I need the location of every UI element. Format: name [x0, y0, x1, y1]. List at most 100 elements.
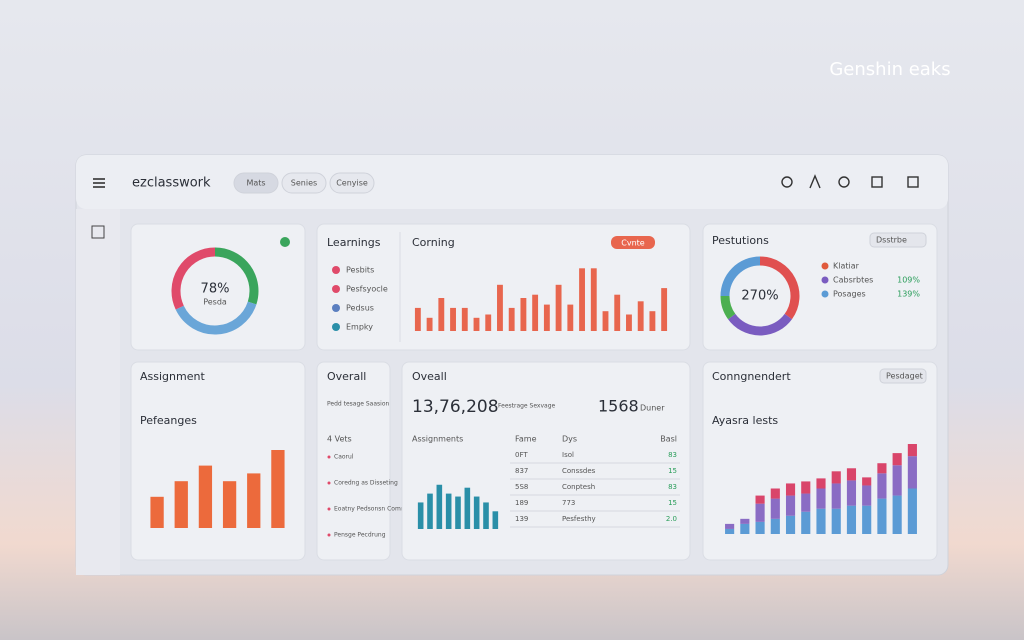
bar: [543, 304, 550, 331]
table-cell: 5S8: [515, 483, 528, 491]
bar: [436, 484, 443, 529]
table-cell: 15: [668, 467, 677, 475]
table-cell: 189: [515, 499, 528, 507]
chart-title: Pefeanges: [140, 414, 197, 427]
chart-title: Assignments: [412, 435, 463, 444]
stacked-bar: [862, 477, 872, 486]
search-icon[interactable]: [838, 176, 850, 188]
donut-segment: [720, 295, 736, 320]
stacked-bar: [907, 444, 917, 457]
legend-label: Pesbits: [346, 266, 374, 275]
tab-label: Cenyise: [336, 179, 368, 188]
list-item: Eoatny Pedsonsn Commestary: [334, 506, 426, 513]
bullet: [327, 455, 331, 459]
stacked-bar: [877, 498, 887, 534]
menu-icon[interactable]: [93, 178, 105, 188]
bar: [661, 288, 668, 331]
bar: [461, 307, 468, 331]
stacked-bar: [831, 471, 841, 484]
panel-title: Pestutions: [712, 234, 769, 247]
bar: [602, 311, 609, 331]
button-label: Cvnte: [621, 239, 645, 248]
tab[interactable]: [233, 172, 279, 194]
list-item: Coredng as Disseting: [334, 480, 398, 487]
chart-title: Ayasra lests: [712, 414, 778, 427]
stacked-bar: [816, 508, 826, 534]
table-header: Basl: [660, 435, 677, 444]
bar: [464, 487, 471, 529]
font-icon[interactable]: [809, 174, 821, 189]
bullet: [327, 533, 331, 537]
list-item: Pensge Pecdrung: [334, 532, 386, 539]
panel-title: Learnings: [327, 236, 381, 249]
bar: [455, 496, 461, 529]
stacked-bar: [846, 468, 857, 481]
sidebar-icon[interactable]: [91, 225, 105, 239]
donut-segment: [171, 247, 216, 310]
panel: [401, 361, 691, 561]
header: [76, 155, 948, 209]
tab[interactable]: [329, 172, 375, 194]
bar: [222, 481, 237, 528]
bar: [555, 284, 562, 331]
big-number: 1568: [598, 397, 639, 416]
legend-icon: [821, 276, 829, 284]
stacked-bar: [770, 488, 780, 499]
bullet: [327, 481, 331, 485]
legend-label: Pedsus: [346, 304, 374, 313]
table-cell: Conptesh: [562, 483, 595, 491]
table-cell: Conssdes: [562, 467, 596, 475]
bar: [426, 317, 433, 331]
dropdown-label: Dsstrbe: [876, 236, 907, 245]
stacked-bar: [892, 453, 902, 466]
bar: [445, 493, 452, 529]
bar: [579, 268, 585, 331]
notify-icon[interactable]: [871, 176, 883, 188]
button[interactable]: [611, 236, 655, 249]
stacked-bar: [892, 495, 902, 534]
bar: [520, 298, 527, 331]
bar: [247, 473, 261, 528]
bar: [174, 481, 188, 528]
table-cell: 837: [515, 467, 528, 475]
note: Duner: [640, 404, 665, 413]
subtitle: Pedd tesage Saasion: [327, 401, 390, 408]
stacked-bar: [755, 503, 765, 522]
donut-sub: Pesda: [203, 298, 227, 307]
bar: [485, 314, 492, 331]
legend-label: Pesfsyocle: [346, 285, 388, 294]
stacked-bar: [785, 483, 796, 496]
bar: [492, 511, 499, 529]
bar: [483, 502, 489, 529]
table-cell: 2.0: [666, 515, 677, 523]
table-cell: 15: [668, 499, 677, 507]
app-title: ezclasswork: [132, 176, 211, 191]
bar: [417, 502, 424, 529]
tab-label: Senies: [291, 179, 317, 188]
panel-title: Oveall: [412, 370, 447, 383]
stacked-bar: [801, 511, 811, 534]
stacked-bar: [892, 465, 902, 496]
stacked-bar: [907, 488, 917, 534]
legend-label: Posages: [833, 290, 866, 299]
stacked-bar: [785, 495, 796, 516]
legend-label: Klatiar: [833, 262, 860, 271]
profile-icon[interactable]: [907, 176, 919, 188]
dropdown[interactable]: [869, 232, 927, 248]
bar: [473, 496, 480, 529]
search-icon[interactable]: [781, 176, 793, 188]
stacked-bar: [770, 498, 780, 519]
bar: [567, 304, 574, 331]
stacked-bar: [862, 505, 872, 534]
tab[interactable]: [281, 172, 327, 194]
stacked-bar: [740, 523, 750, 534]
dropdown[interactable]: [879, 368, 927, 384]
bar: [649, 311, 656, 331]
legend-icon: [332, 304, 340, 312]
legend-icon: [821, 290, 829, 298]
donut-segment: [214, 247, 259, 305]
legend-label: Cabsrbtes: [833, 276, 873, 285]
stacked-bar: [816, 478, 826, 489]
donut-label: 270%: [741, 289, 778, 304]
bar: [473, 317, 480, 331]
